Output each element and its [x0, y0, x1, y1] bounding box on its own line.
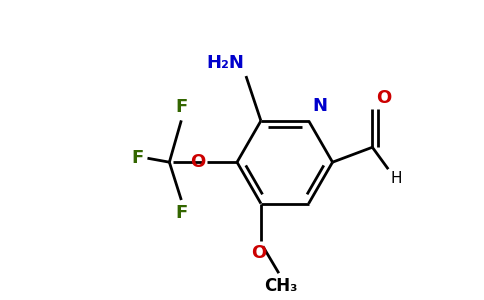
Text: H: H — [390, 171, 402, 186]
Text: N: N — [313, 97, 328, 115]
Text: H₂N: H₂N — [206, 54, 244, 72]
Text: O: O — [377, 89, 392, 107]
Text: F: F — [175, 204, 187, 222]
Text: CH₃: CH₃ — [264, 277, 298, 295]
Text: F: F — [175, 98, 187, 116]
Text: F: F — [131, 149, 143, 167]
Text: O: O — [190, 153, 205, 171]
Text: O: O — [251, 244, 267, 262]
